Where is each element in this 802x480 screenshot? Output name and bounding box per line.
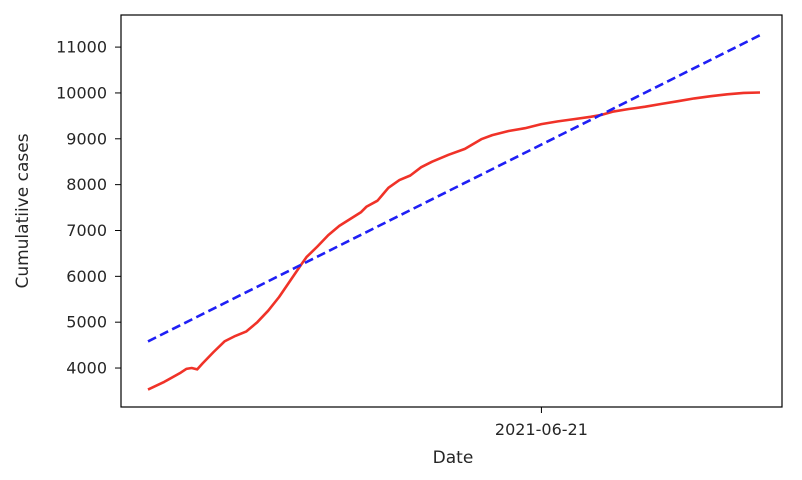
y-tick-label: 5000 [66,313,107,332]
y-tick-label: 7000 [66,221,107,240]
cases-line [147,91,761,391]
x-tick-label: 2021-06-21 [495,420,588,439]
x-axis-label: Date [433,448,474,468]
y-axis: 4000 5000 6000 7000 8000 9000 10000 11000 [56,38,121,378]
y-tick-label: 4000 [66,359,107,378]
y-tick-label: 9000 [66,129,107,148]
x-axis: 2021-06-21 [495,407,588,439]
y-tick-label: 8000 [66,175,107,194]
plot-frame [120,14,783,408]
y-axis-label: Cumulatiive cases [13,133,33,288]
series-layer [147,34,761,391]
trend-line-dashed [147,34,761,343]
y-tick-label: 10000 [56,83,107,102]
y-tick-label: 6000 [66,267,107,286]
y-tick-label: 11000 [56,38,107,57]
